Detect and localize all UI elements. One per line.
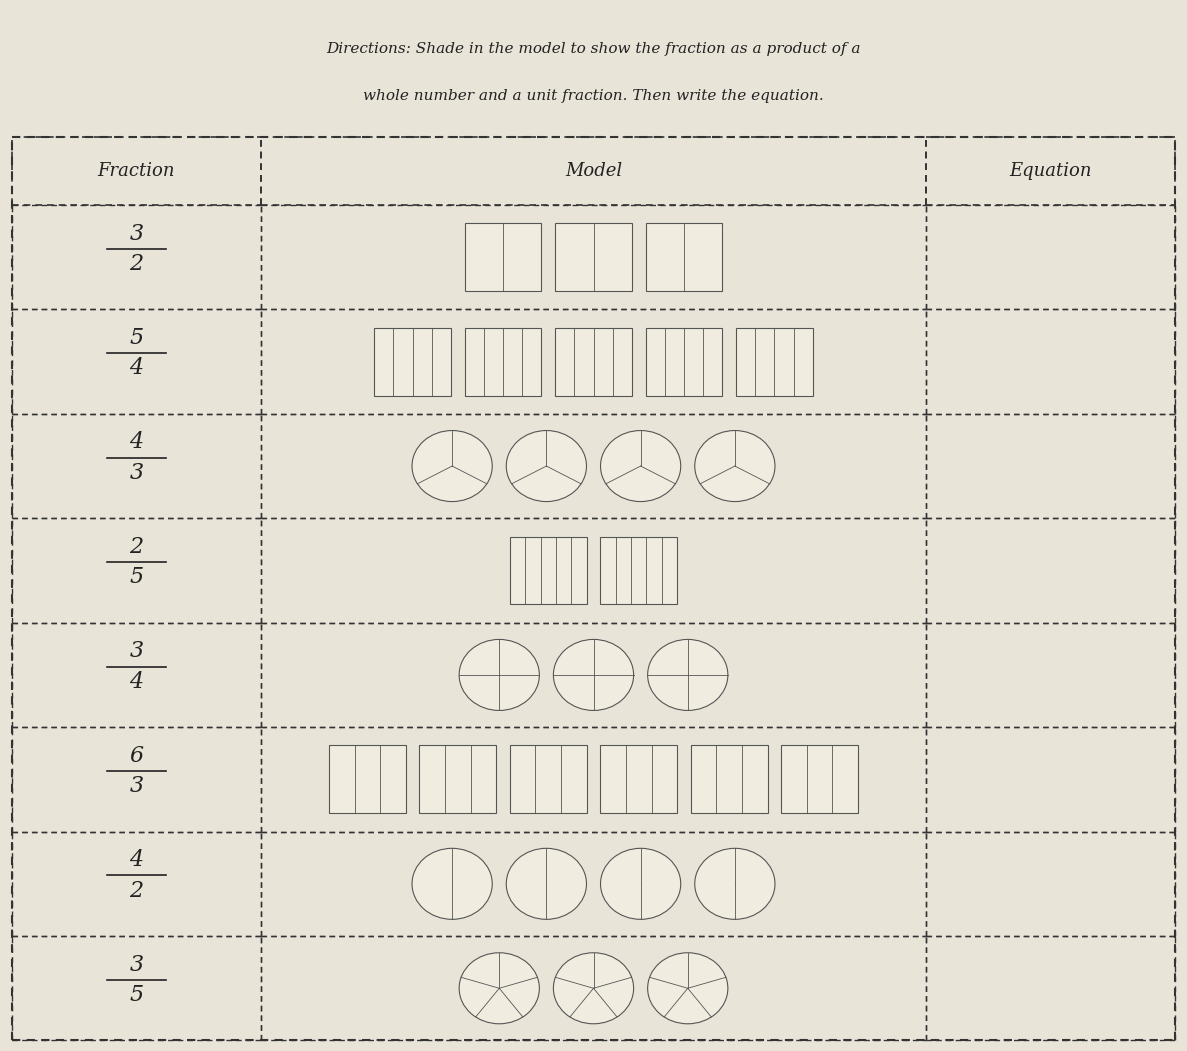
- Circle shape: [507, 848, 586, 920]
- Bar: [510, 537, 586, 604]
- Circle shape: [553, 953, 634, 1024]
- Text: 5: 5: [129, 327, 144, 349]
- Bar: [646, 328, 723, 395]
- Text: 3: 3: [129, 223, 144, 245]
- Bar: [556, 328, 631, 395]
- Circle shape: [601, 431, 680, 501]
- Circle shape: [412, 431, 493, 501]
- Text: 4: 4: [129, 357, 144, 379]
- Text: 5: 5: [129, 984, 144, 1006]
- Text: 3: 3: [129, 776, 144, 797]
- Bar: [419, 745, 496, 813]
- Circle shape: [694, 431, 775, 501]
- Bar: [329, 745, 406, 813]
- Bar: [374, 328, 451, 395]
- Circle shape: [648, 639, 728, 710]
- Circle shape: [601, 848, 680, 920]
- Text: whole number and a unit fraction. Then write the equation.: whole number and a unit fraction. Then w…: [363, 89, 824, 103]
- Text: Equation: Equation: [1009, 162, 1092, 180]
- Text: 2: 2: [129, 536, 144, 558]
- Text: Fraction: Fraction: [97, 162, 176, 180]
- Bar: [781, 745, 858, 813]
- Bar: [691, 745, 768, 813]
- Text: 2: 2: [129, 880, 144, 902]
- Text: 3: 3: [129, 953, 144, 975]
- Text: Directions: Shade in the model to show the fraction as a product of a: Directions: Shade in the model to show t…: [326, 42, 861, 56]
- Circle shape: [459, 639, 539, 710]
- Text: 4: 4: [129, 671, 144, 693]
- Circle shape: [507, 431, 586, 501]
- Circle shape: [459, 953, 539, 1024]
- Text: 3: 3: [129, 640, 144, 662]
- Text: 2: 2: [129, 253, 144, 275]
- Bar: [601, 537, 677, 604]
- Bar: [510, 745, 586, 813]
- Circle shape: [694, 848, 775, 920]
- Circle shape: [553, 639, 634, 710]
- Text: 5: 5: [129, 566, 144, 589]
- Text: 3: 3: [129, 461, 144, 483]
- Bar: [464, 223, 541, 291]
- Bar: [601, 745, 677, 813]
- Text: 4: 4: [129, 849, 144, 871]
- Bar: [464, 328, 541, 395]
- Text: Model: Model: [565, 162, 622, 180]
- Bar: [646, 223, 723, 291]
- Text: 6: 6: [129, 745, 144, 767]
- Circle shape: [648, 953, 728, 1024]
- Bar: [556, 223, 631, 291]
- Text: 4: 4: [129, 432, 144, 453]
- Bar: [736, 328, 813, 395]
- Circle shape: [412, 848, 493, 920]
